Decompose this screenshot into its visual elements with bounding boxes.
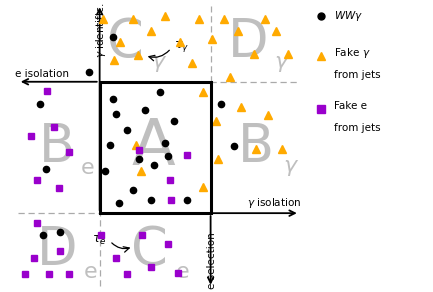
Text: e selection: e selection	[207, 232, 217, 289]
Text: $\gamma$: $\gamma$	[274, 54, 290, 74]
Text: $\gamma$ identific.: $\gamma$ identific.	[94, 3, 108, 58]
Bar	[100, 82, 210, 213]
Text: D: D	[37, 224, 78, 276]
Text: D: D	[228, 16, 269, 68]
Text: $\gamma$ isolation: $\gamma$ isolation	[247, 196, 301, 210]
Text: from jets: from jets	[333, 124, 380, 133]
Text: B: B	[39, 121, 75, 173]
Text: Fake $\gamma$: Fake $\gamma$	[333, 46, 370, 60]
Text: A: A	[132, 117, 175, 178]
Text: $\tau_\gamma$: $\tau_\gamma$	[174, 39, 189, 54]
Text: C: C	[131, 224, 168, 276]
Text: B: B	[238, 121, 274, 173]
Text: $\gamma$: $\gamma$	[283, 158, 299, 178]
Text: $\gamma$: $\gamma$	[152, 54, 168, 74]
Text: e: e	[81, 158, 95, 178]
Text: C: C	[107, 16, 144, 68]
Text: e isolation: e isolation	[15, 69, 69, 79]
Text: e: e	[84, 262, 98, 281]
Text: $WW\gamma$: $WW\gamma$	[333, 9, 363, 23]
Text: e: e	[176, 262, 190, 281]
Text: $\tau_e$: $\tau_e$	[91, 234, 106, 246]
Text: Fake e: Fake e	[333, 101, 367, 111]
Text: from jets: from jets	[333, 70, 380, 81]
